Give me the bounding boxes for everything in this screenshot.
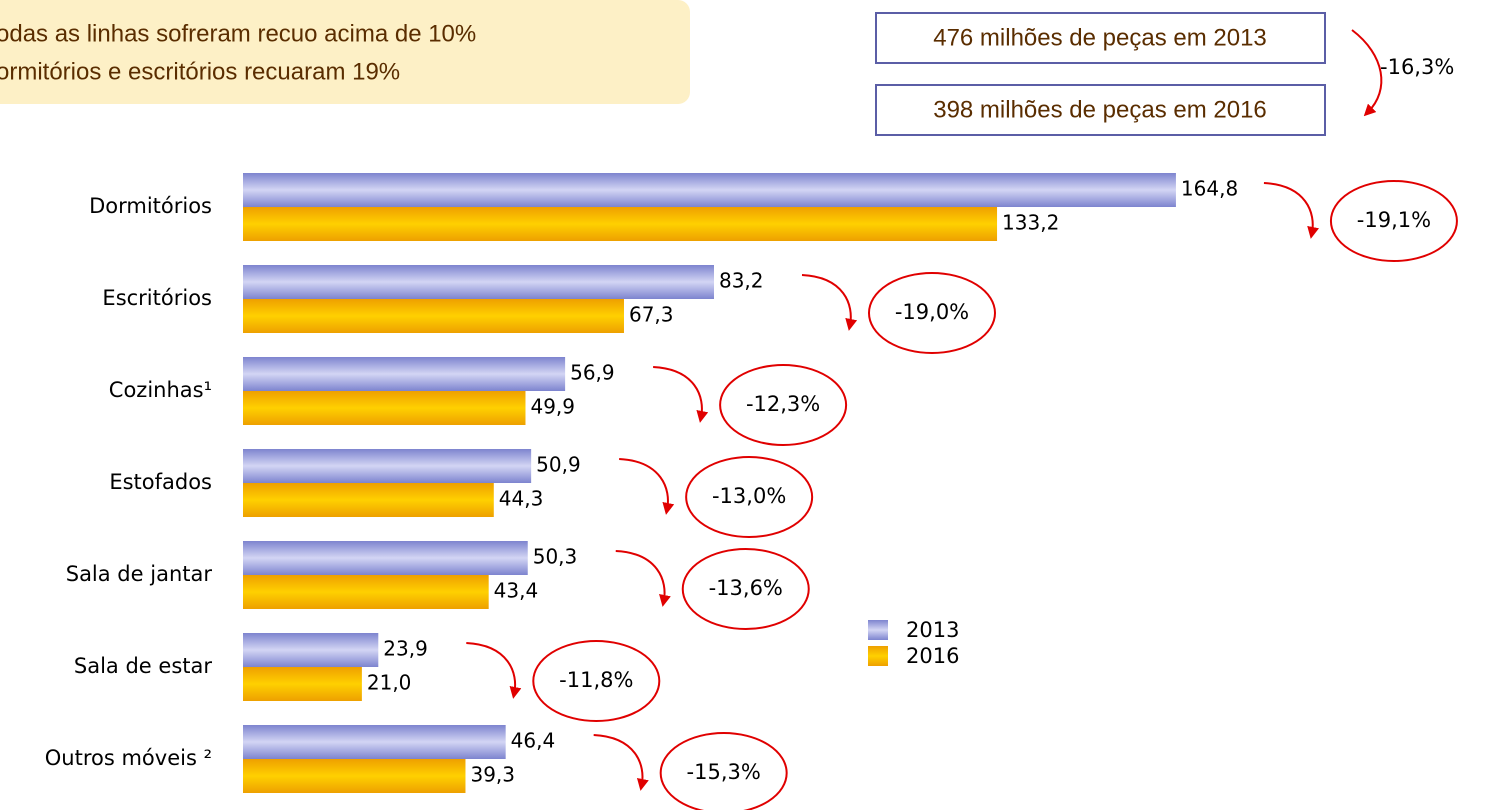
change-ellipse [867, 272, 996, 354]
total-change: -16,3% [1380, 55, 1454, 79]
total-box [875, 84, 1326, 136]
bar [243, 483, 494, 517]
bar [243, 759, 466, 793]
total-text: 398 milhões de peças em 2016 [933, 96, 1267, 123]
header-line: ormitórios e escritórios recuaram 19% [0, 58, 400, 85]
bar [243, 207, 998, 241]
value-label: 83,2 [719, 269, 764, 293]
value-label: 21,0 [367, 671, 412, 695]
value-label: 46,4 [511, 729, 556, 753]
bar [243, 633, 379, 667]
value-label: 39,3 [470, 763, 515, 787]
category-label: Estofados [109, 470, 212, 494]
legend-swatch [868, 646, 888, 666]
change-label: -15,3% [687, 760, 761, 784]
bar [243, 299, 624, 333]
arrow [466, 642, 522, 699]
bar [243, 575, 489, 609]
category-label: Cozinhas¹ [109, 378, 212, 402]
category-label: Outros móveis ² [45, 746, 212, 770]
arrow [615, 550, 671, 607]
arrow [593, 734, 649, 791]
total-box [875, 12, 1326, 64]
header-box [0, 0, 690, 104]
change-ellipse [685, 456, 814, 538]
total-text: 476 milhões de peças em 2013 [933, 24, 1267, 51]
value-label: 43,4 [494, 579, 539, 603]
value-label: 67,3 [629, 303, 674, 327]
arrow [1351, 29, 1383, 117]
legend-label: 2016 [906, 644, 959, 668]
value-label: 49,9 [530, 395, 575, 419]
value-label: 50,3 [533, 545, 578, 569]
change-label: -19,1% [1357, 208, 1431, 232]
change-label: -11,8% [559, 668, 633, 692]
value-label: 23,9 [383, 637, 428, 661]
arrow [619, 458, 675, 515]
category-label: Escritórios [102, 286, 212, 310]
value-label: 44,3 [499, 487, 544, 511]
category-label: Sala de estar [74, 654, 212, 678]
bar [243, 391, 526, 425]
legend-label: 2013 [906, 618, 959, 642]
bar [243, 541, 528, 575]
bar [243, 357, 566, 391]
bar [243, 667, 362, 701]
change-label: -19,0% [895, 300, 969, 324]
change-ellipse [681, 548, 810, 630]
bar [243, 173, 1176, 207]
change-ellipse [719, 364, 848, 446]
value-label: 133,2 [1002, 211, 1059, 235]
legend-swatch [868, 620, 888, 640]
value-label: 56,9 [570, 361, 615, 385]
value-label: 50,9 [536, 453, 581, 477]
header-line: odas as linhas sofreram recuo acima de 1… [0, 20, 476, 47]
change-ellipse [659, 732, 788, 810]
arrow [801, 274, 858, 331]
bar [243, 265, 714, 299]
arrow [1263, 182, 1319, 239]
arrow [653, 366, 709, 423]
change-label: -13,6% [709, 576, 783, 600]
category-label: Sala de jantar [66, 562, 213, 586]
value-label: 164,8 [1181, 177, 1238, 201]
category-label: Dormitórios [89, 194, 212, 218]
bar [243, 449, 532, 483]
change-label: -13,0% [712, 484, 786, 508]
change-label: -12,3% [746, 392, 820, 416]
change-ellipse [532, 640, 661, 722]
change-ellipse [1329, 180, 1458, 262]
bar [243, 725, 506, 759]
